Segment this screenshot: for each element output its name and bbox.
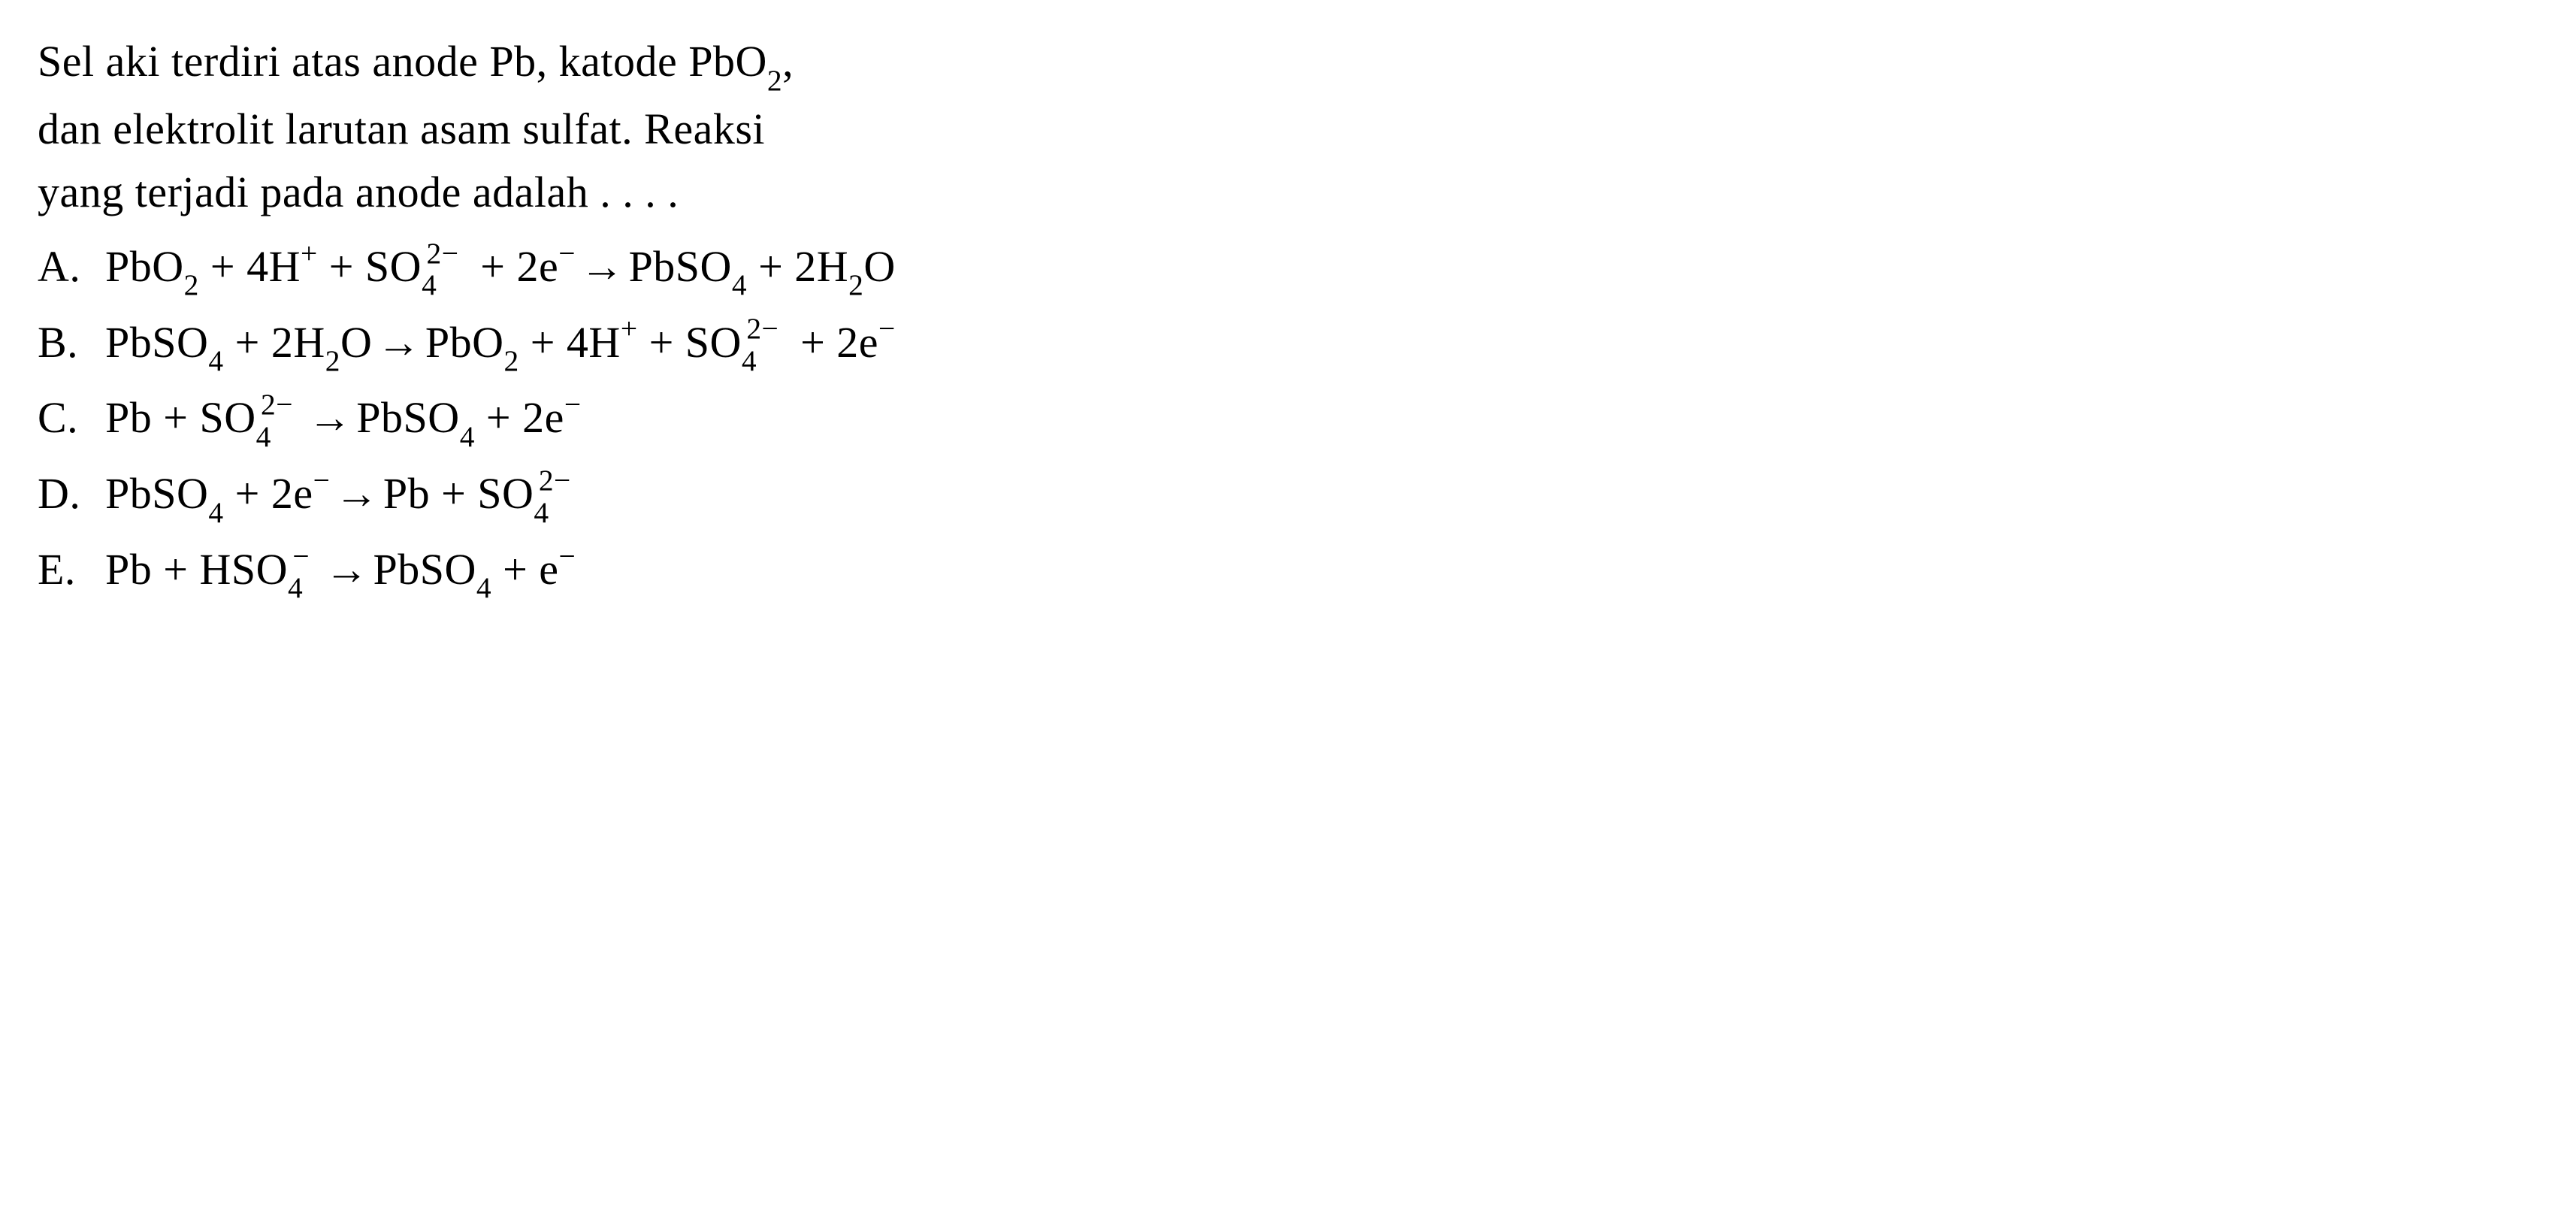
option-e: E. Pb + HSO4− → PbSO4 + e− — [38, 536, 2538, 607]
question-stem: Sel aki terdiri atas anode Pb, katode Pb… — [38, 30, 2538, 224]
option-c-letter: C. — [38, 384, 105, 452]
option-a: A. PbO2 + 4H+ + SO42− + 2e− → PbSO4 + 2H… — [38, 233, 2538, 304]
option-e-letter: E. — [38, 536, 105, 603]
question-line1-post: , — [782, 37, 794, 86]
option-d-letter: D. — [38, 460, 105, 528]
option-d-content: PbSO4 + 2e− → Pb + SO42− — [105, 460, 2538, 531]
option-b: B. PbSO4 + 2H2O → PbO2 + 4H+ + SO42− + 2… — [38, 309, 2538, 380]
option-e-content: Pb + HSO4− → PbSO4 + e− — [105, 536, 2538, 607]
option-b-letter: B. — [38, 309, 105, 377]
option-b-content: PbSO4 + 2H2O → PbO2 + 4H+ + SO42− + 2e− — [105, 309, 2538, 380]
options-list: A. PbO2 + 4H+ + SO42− + 2e− → PbSO4 + 2H… — [38, 233, 2538, 607]
question-line1-pre: Sel aki terdiri atas anode Pb, katode Pb… — [38, 37, 767, 86]
option-c: C. Pb + SO42− → PbSO4 + 2e− — [38, 384, 2538, 455]
question-line1-sub: 2 — [767, 64, 782, 97]
question-line3: yang terjadi pada anode adalah . . . . — [38, 168, 679, 216]
option-c-content: Pb + SO42− → PbSO4 + 2e− — [105, 384, 2538, 455]
question-line2: dan elektrolit larutan asam sulfat. Reak… — [38, 104, 765, 153]
option-a-content: PbO2 + 4H+ + SO42− + 2e− → PbSO4 + 2H2O — [105, 233, 2538, 304]
option-d: D. PbSO4 + 2e− → Pb + SO42− — [38, 460, 2538, 531]
option-a-letter: A. — [38, 233, 105, 301]
